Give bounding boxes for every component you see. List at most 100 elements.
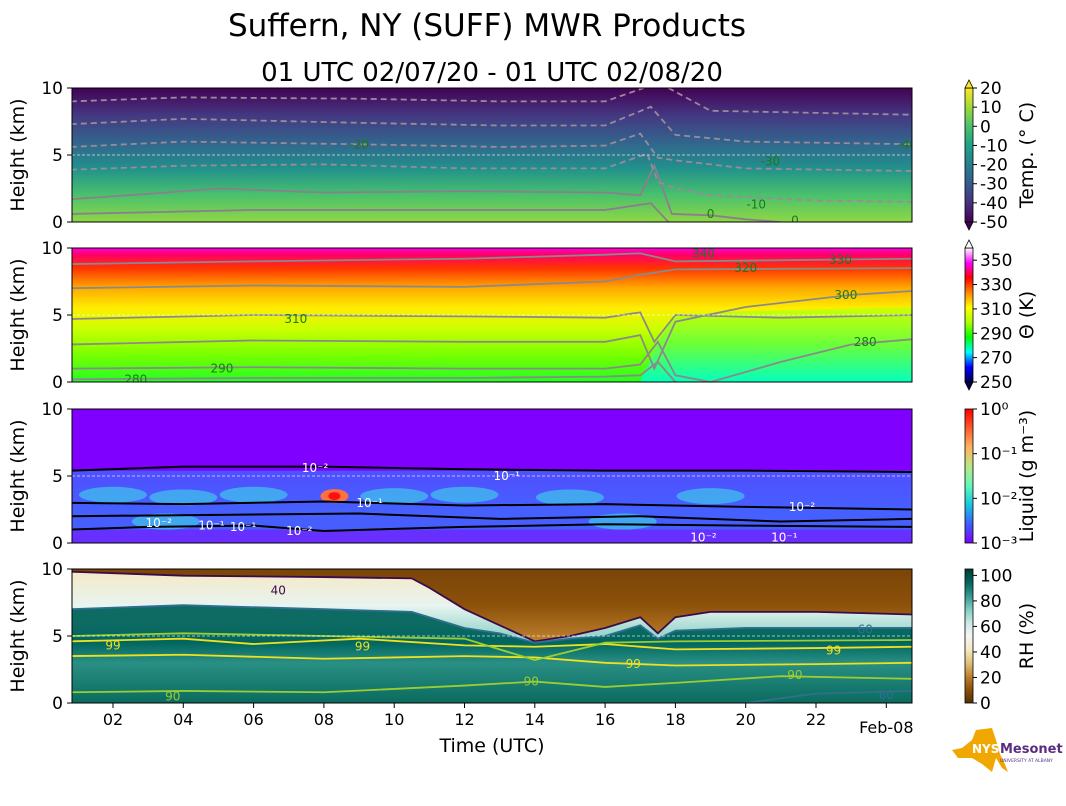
contour-line — [72, 252, 912, 265]
colorbar-tick-label: 60 — [980, 617, 1002, 637]
colorbar-tick-label: 0 — [980, 117, 991, 137]
contour-line — [72, 465, 912, 473]
figure-subtitle: 01 UTC 02/07/20 - 01 UTC 02/08/20 — [261, 58, 723, 88]
plot-area: 280 290 310 340 320 330 300 280 — [72, 246, 912, 382]
colorbar-tick-label: -20 — [980, 156, 1008, 176]
contour-label: 320 — [734, 261, 757, 275]
colorbar-extend-min — [964, 381, 974, 391]
contour-label: 99 — [626, 657, 641, 671]
liquid-patch — [535, 489, 604, 506]
contour-line — [72, 512, 912, 523]
colorbar-label: Temp. (° C) — [1016, 102, 1038, 209]
contour-label: 60 — [858, 622, 873, 636]
x-tick-label: 18 — [665, 710, 685, 729]
contour-line — [72, 340, 711, 382]
liquid-patch — [360, 488, 429, 505]
contour-label: 10⁻¹ — [493, 469, 520, 483]
contour-label: 300 — [834, 288, 857, 302]
y-axis-label: Height (km) — [7, 98, 29, 211]
nys-mesonet-logo: NYS Mesonet UNIVERSITY AT ALBANY — [952, 728, 1063, 772]
x-tick-label: 08 — [314, 710, 334, 729]
contour-label: 99 — [826, 644, 841, 658]
colorbar-label: Liquid (g m⁻³) — [1016, 410, 1038, 542]
y-tick-label: 5 — [52, 627, 63, 647]
colorbar-tick-label: 10⁻² — [980, 489, 1017, 509]
contour-line — [72, 675, 912, 694]
contour-label: 10⁻¹ — [198, 519, 225, 533]
colorbar-tick-label: 20 — [980, 79, 1002, 99]
contour-line — [710, 338, 912, 382]
liquid-patch — [149, 489, 218, 506]
x-tick-label: 16 — [595, 710, 615, 729]
y-tick-label: 10 — [41, 400, 63, 420]
logo-text: Mesonet — [1000, 742, 1063, 757]
colorbar-theta: 350 330 310 290 270 250 Θ (K) — [964, 239, 1038, 393]
colorbar-tick-label: 20 — [980, 668, 1002, 688]
logo-subtext: UNIVERSITY AT ALBANY — [1000, 758, 1053, 764]
contour-line — [72, 267, 912, 290]
y-tick-label: 0 — [52, 694, 63, 714]
colorbar-gradient — [964, 408, 974, 544]
colorbar-label: RH (%) — [1016, 603, 1038, 669]
y-axis-label: Height (km) — [7, 579, 29, 692]
svg-text:NYS: NYS — [972, 742, 999, 756]
colorbar-tick-label: 10 — [980, 98, 1002, 118]
contour-line — [72, 290, 912, 371]
x-tick-label: 10 — [384, 710, 404, 729]
panel-theta: 280 290 310 340 320 330 300 280 Height (km) 0 5 10 3… — [7, 239, 1038, 393]
liquid-patch — [430, 486, 499, 503]
x-tick-label: Feb-08 — [859, 718, 913, 737]
colorbar-tick-label: 40 — [980, 643, 1002, 663]
colorbar-extend-max — [964, 239, 974, 249]
y-tick-label: 5 — [52, 306, 63, 326]
y-tick-label: 5 — [52, 146, 63, 166]
colorbar-extend-max — [964, 79, 974, 89]
contour-label: 10⁻² — [145, 516, 172, 530]
liquid-patch — [676, 488, 745, 505]
contour-line — [72, 132, 912, 172]
colorbar-tick-label: 270 — [980, 349, 1012, 369]
contour-line — [72, 653, 912, 667]
contour-label: 10⁻² — [690, 531, 717, 545]
contour-label: 10⁻² — [302, 461, 329, 475]
contour-line — [72, 163, 781, 222]
colorbar-tick-label: 80 — [980, 592, 1002, 612]
y-tick-label: 10 — [41, 560, 63, 580]
colorbar-tick-label: 100 — [980, 566, 1012, 586]
x-tick-label: 12 — [454, 710, 474, 729]
contour-label: -30 — [761, 155, 781, 169]
contour-line — [72, 311, 912, 344]
x-tick-label: 22 — [806, 710, 826, 729]
contour-label: 290 — [211, 362, 234, 376]
contour-label: 10⁻² — [789, 500, 816, 514]
y-tick-label: 0 — [52, 373, 63, 393]
contour-label: 330 — [829, 253, 852, 267]
y-axis-label: Height (km) — [7, 258, 29, 371]
contour-label: 10⁻¹ — [771, 531, 798, 545]
plot-area: 40 99 99 90 90 99 99 90 60 60 — [72, 569, 912, 703]
y-tick-label: 0 — [52, 534, 63, 554]
x-tick-label: 20 — [736, 710, 756, 729]
y-tick-label: 0 — [52, 213, 63, 233]
colorbar-tick-label: 290 — [980, 324, 1012, 344]
x-tick-label: 14 — [525, 710, 545, 729]
contour-line — [72, 202, 670, 222]
contour-label: 10⁻² — [286, 524, 313, 538]
colorbar-gradient — [964, 247, 974, 383]
x-tick-label: 04 — [173, 710, 193, 729]
contour-line — [72, 88, 645, 103]
contour-label: -10 — [746, 198, 766, 212]
colorbar-tick-label: 330 — [980, 276, 1012, 296]
x-axis-label: Time (UTC) — [438, 735, 544, 757]
colorbar-tick-label: 250 — [980, 373, 1012, 393]
contour-label: 0 — [707, 207, 715, 221]
colorbar-tick-label: 10⁰ — [980, 400, 1009, 420]
contour-label: 340 — [692, 246, 715, 260]
figure-title: Suffern, NY (SUFF) MWR Products — [228, 8, 746, 44]
contour-label: 0 — [791, 214, 799, 228]
x-tick-label: 06 — [243, 710, 263, 729]
